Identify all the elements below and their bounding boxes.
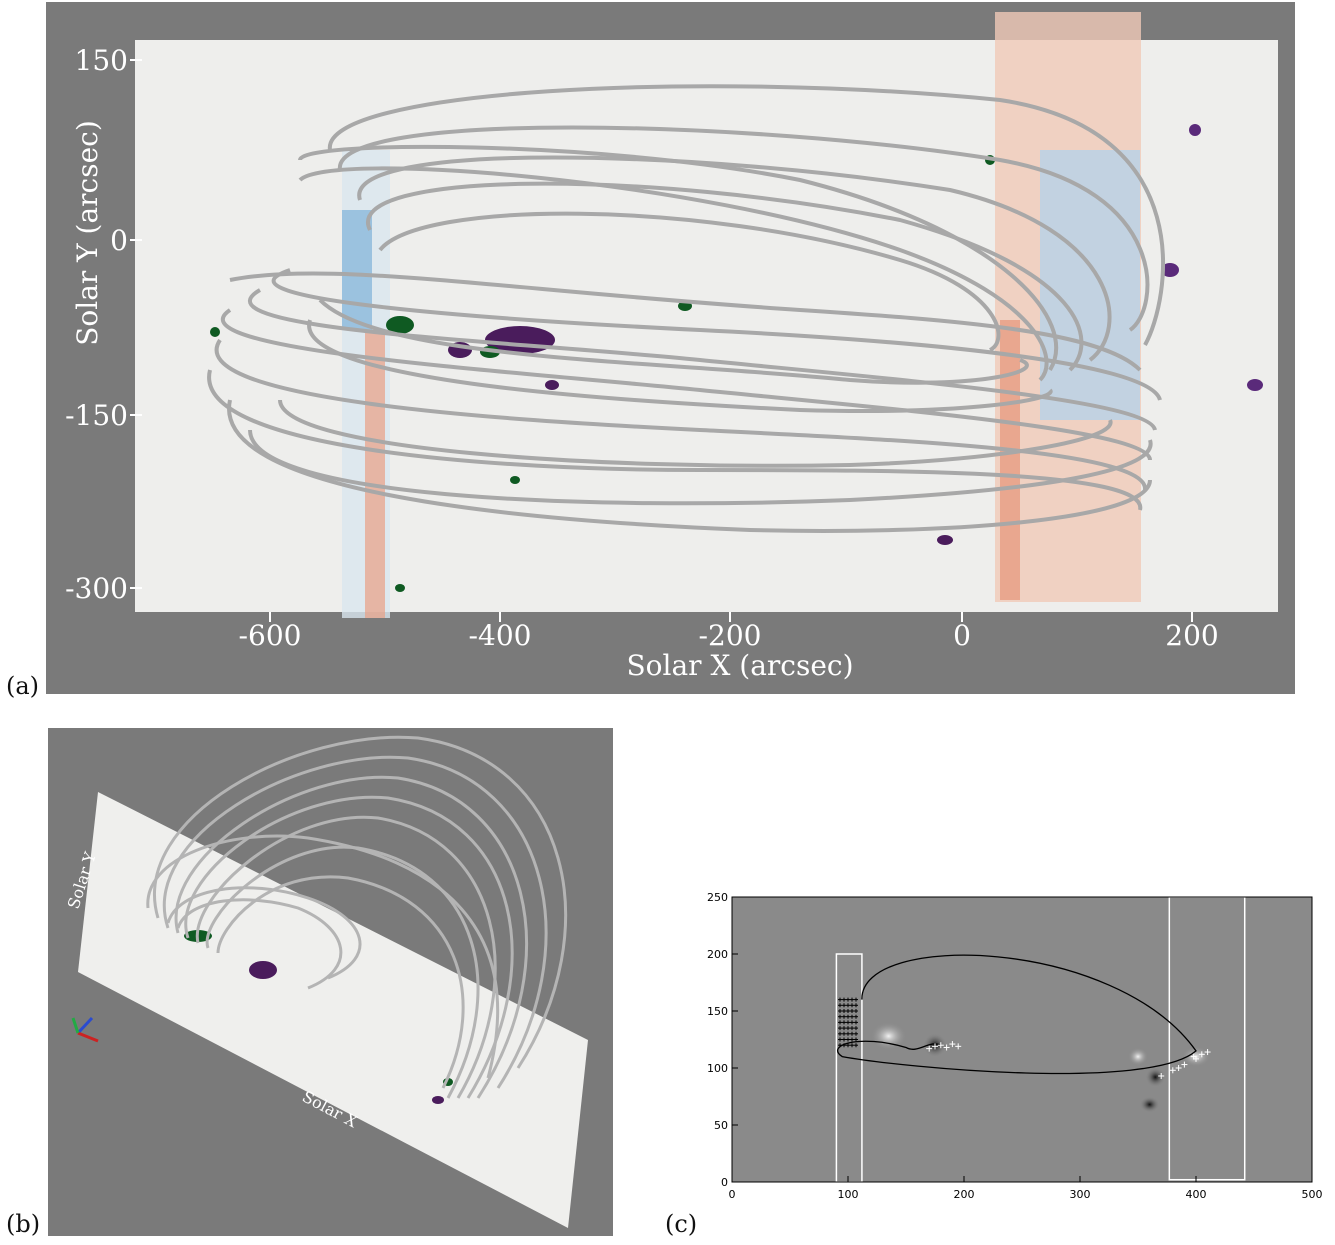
panel-a-ytick: 0 [110, 224, 128, 257]
panel-c-spot [1128, 1047, 1148, 1066]
panel-a-xtick: 200 [1165, 619, 1218, 652]
panel-a-xtick: -400 [469, 619, 532, 652]
panel-a-xtick: -200 [699, 619, 762, 652]
panel-a-xtick: -600 [239, 619, 302, 652]
panel-c-ytick: 100 [707, 1062, 728, 1075]
panel-a-ylabel: Solar Y (arcsec) [71, 120, 104, 346]
panel-c-xtick: 300 [1070, 1188, 1091, 1201]
panel-a-xtick: 0 [953, 619, 971, 652]
panel-c-ytick: 200 [707, 948, 728, 961]
panel-a-right-redshift [1000, 320, 1020, 600]
panel-c-xtick: 0 [729, 1188, 736, 1201]
panel-c-xtick: 100 [838, 1188, 859, 1201]
panel-c-plot-area [732, 897, 1312, 1182]
panel-b-axis-triad [71, 1016, 99, 1043]
panel-a-label: (a) [6, 672, 40, 700]
panel-c-ytick: 0 [721, 1176, 728, 1189]
panel-a-ytick: -150 [65, 399, 128, 432]
panel-a-xticks: -600 -400 -200 0 200 [239, 619, 1219, 652]
panel-b-figure: Solar Y Solar X [48, 728, 613, 1236]
panel-c-xtick: 400 [1186, 1188, 1207, 1201]
panel-a-xlabel: Solar X (arcsec) [626, 649, 853, 682]
panel-a-left-blueshift [342, 210, 372, 330]
panel-a-ytick-marks [130, 59, 142, 589]
panel-a-figure: 150 0 -150 -300 -600 -400 -200 0 200 Sol… [46, 2, 1295, 694]
panel-c-axes-frame [731, 896, 1313, 1183]
panel-a-left-redshift [365, 330, 385, 618]
panel-a-yticks: 150 0 -150 -300 [65, 44, 128, 605]
panel-c-spot [1139, 1096, 1160, 1113]
panel-c-figure: 0 100 200 300 400 500 0 50 100 150 200 250 [707, 891, 1323, 1201]
panel-c-label: (c) [665, 1210, 698, 1238]
panel-a-ytick: 150 [75, 44, 128, 77]
panel-c-spot [1145, 1067, 1166, 1088]
panel-a-ytick: -300 [65, 572, 128, 605]
panel-c-field-line [836, 954, 1197, 1075]
panel-b-field-lines [146, 735, 568, 1099]
panel-c-spot [870, 1022, 907, 1051]
panel-b-label: (b) [6, 1210, 41, 1238]
panel-a-xtick-marks [269, 612, 1193, 622]
panel-c-ytick: 250 [707, 891, 728, 904]
panel-b-magnetogram-plane [78, 792, 588, 1228]
panel-c-ytick: 50 [714, 1119, 728, 1132]
panel-c-xtick: 200 [954, 1188, 975, 1201]
panel-c-xtick: 500 [1302, 1188, 1323, 1201]
panel-c-ytick: 150 [707, 1005, 728, 1018]
panel-a-field-lines [207, 84, 1165, 533]
